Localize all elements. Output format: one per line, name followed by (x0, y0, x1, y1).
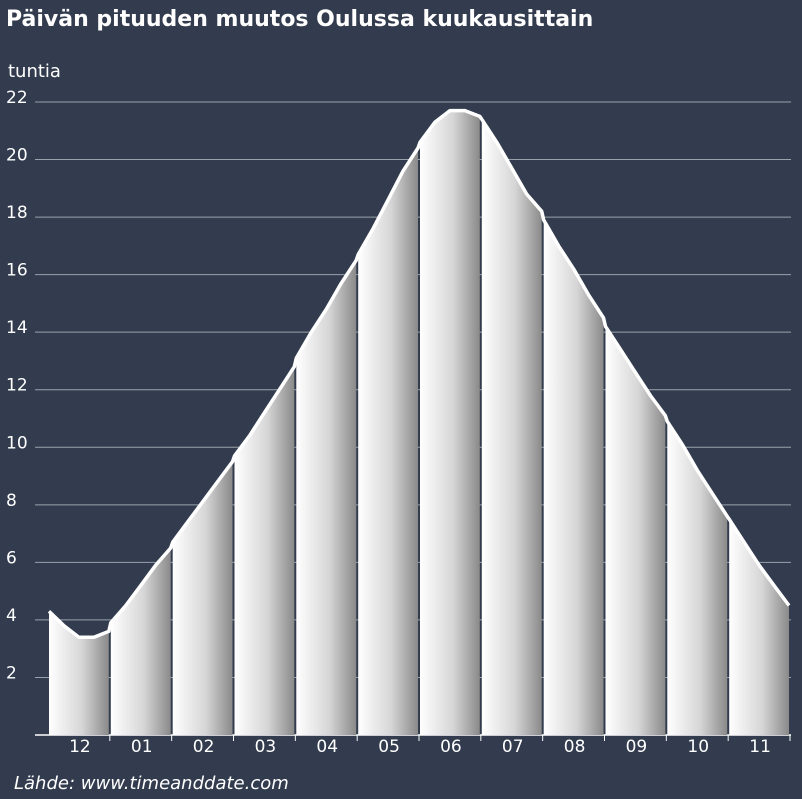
y-tick-label: 10 (6, 433, 28, 453)
y-tick-label: 2 (6, 663, 17, 683)
y-tick-label: 4 (6, 606, 17, 626)
month-area (729, 519, 789, 735)
x-tick-label: 11 (749, 737, 771, 757)
x-tick-label: 02 (193, 737, 215, 757)
month-area (234, 366, 295, 735)
x-tick-label: 03 (255, 737, 277, 757)
month-area (358, 148, 418, 735)
x-tick-label: 04 (316, 737, 338, 757)
source: Lähde: www.timeanddate.com (14, 773, 289, 794)
y-tick-label: 20 (6, 146, 28, 166)
y-tick-label: 14 (6, 318, 28, 338)
y-tick-label: 6 (6, 548, 17, 568)
x-tick-label: 05 (378, 737, 400, 757)
y-tick-label: 12 (6, 376, 28, 396)
month-area (172, 461, 233, 735)
y-axis-label: tuntia (8, 61, 61, 82)
day-length-line (47, 108, 791, 639)
y-tick-label: 8 (6, 491, 17, 511)
y-tick-label: 22 (6, 88, 28, 108)
month-area (420, 110, 480, 736)
x-tick-label: 10 (687, 737, 709, 757)
x-tick-label: 01 (131, 737, 153, 757)
x-tick-label: 06 (440, 737, 462, 757)
month-area (296, 260, 357, 735)
chart-title: Päivän pituuden muutos Oulussa kuukausit… (6, 7, 593, 32)
y-tick-label: 16 (6, 261, 28, 281)
y-tick-label: 18 (6, 203, 28, 223)
month-area (667, 421, 728, 735)
x-tick-label: 12 (69, 737, 91, 757)
month-area (49, 611, 109, 735)
x-tick-label: 09 (626, 737, 648, 757)
x-tick-label: 07 (502, 737, 524, 757)
month-area (605, 326, 666, 735)
x-tick-label: 08 (564, 737, 586, 757)
month-area (543, 220, 604, 735)
month-area (481, 119, 542, 736)
month-area (110, 548, 171, 735)
